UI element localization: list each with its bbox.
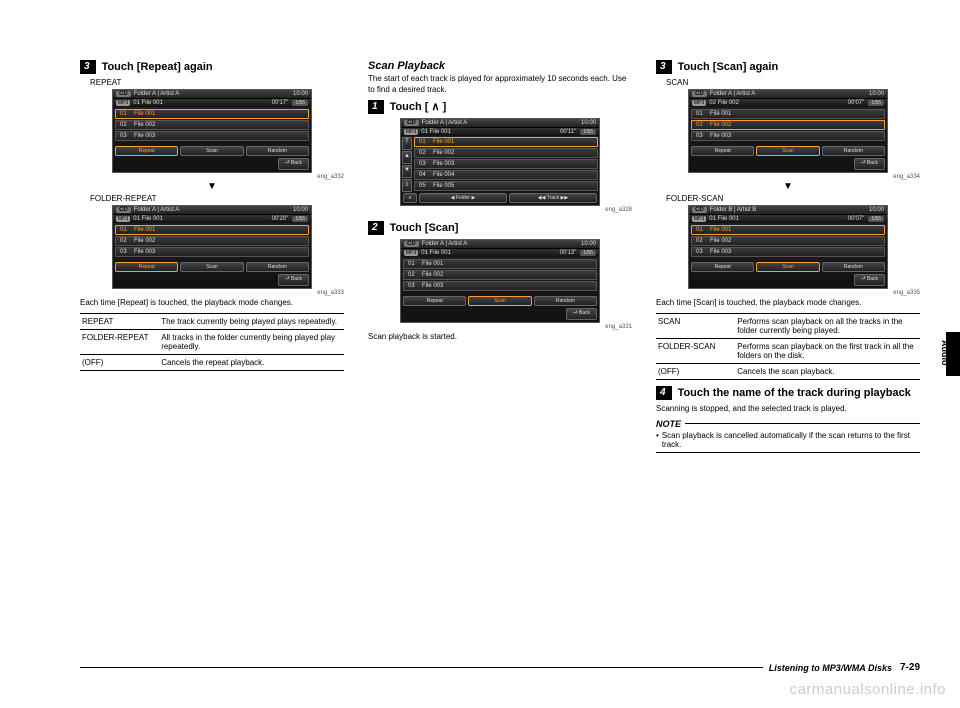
image-ref: eng_a335 bbox=[656, 290, 920, 296]
image-ref: eng_a328 bbox=[368, 207, 632, 213]
footer-section: Listening to MP3/WMA Disks bbox=[769, 663, 892, 673]
side-tab-bar bbox=[946, 332, 960, 376]
modes-table: REPEATThe track currently being played p… bbox=[80, 313, 344, 371]
screenshot-repeat: CDFolder A | Artist A10:00 MP301 File 00… bbox=[112, 89, 312, 173]
bullet-icon: • bbox=[656, 431, 659, 449]
step-title: Touch [Scan] bbox=[390, 222, 459, 234]
step-2: 2 Touch [Scan] bbox=[368, 221, 632, 235]
screenshot-folder-scan: CDFolder B | Artist B10:00 MP301 File 00… bbox=[688, 205, 888, 289]
page: 3 Touch [Repeat] again REPEAT CDFolder A… bbox=[80, 60, 920, 648]
image-ref: eng_a333 bbox=[80, 290, 344, 296]
footer-rule bbox=[80, 667, 763, 668]
step-title: Touch the name of the track during playb… bbox=[678, 387, 911, 399]
screenshot-folder-repeat: CDFolder A | Artist A10:00 MP301 File 00… bbox=[112, 205, 312, 289]
body-text: Scan playback is started. bbox=[368, 332, 632, 343]
screenshot-caption: FOLDER-SCAN bbox=[666, 194, 920, 203]
note-heading: NOTE bbox=[656, 419, 920, 429]
side-tab: Audio bbox=[940, 340, 950, 366]
columns: 3 Touch [Repeat] again REPEAT CDFolder A… bbox=[80, 60, 920, 453]
column-1: 3 Touch [Repeat] again REPEAT CDFolder A… bbox=[80, 60, 344, 453]
step-number: 2 bbox=[368, 221, 384, 235]
note-body: • Scan playback is cancelled automatical… bbox=[656, 431, 920, 449]
step-1: 1 Touch [ ∧ ] bbox=[368, 100, 632, 114]
screenshot-scan: CDFolder A | Artist A10:00 MP302 File 00… bbox=[688, 89, 888, 173]
footer-page: 7-29 bbox=[900, 662, 920, 673]
step-number: 3 bbox=[80, 60, 96, 74]
step-title: Touch [Repeat] again bbox=[102, 61, 213, 73]
screenshot-touch-up: CDFolder A | Artist A10:00 MP301 File 00… bbox=[400, 118, 600, 206]
image-ref: eng_a331 bbox=[368, 324, 632, 330]
screenshot-touch-scan: CDFolder A | Artist A10:00 MP301 File 00… bbox=[400, 239, 600, 323]
screenshot-caption: SCAN bbox=[666, 78, 920, 87]
body-text: Each time [Scan] is touched, the playbac… bbox=[656, 298, 920, 309]
note-title: NOTE bbox=[656, 419, 681, 429]
modes-table: SCANPerforms scan playback on all the tr… bbox=[656, 313, 920, 380]
image-ref: eng_a332 bbox=[80, 174, 344, 180]
step-3: 3 Touch [Scan] again bbox=[656, 60, 920, 74]
section-heading: Scan Playback bbox=[368, 60, 632, 72]
down-triangle-icon: ▼ bbox=[656, 182, 920, 192]
step-3: 3 Touch [Repeat] again bbox=[80, 60, 344, 74]
screenshot-caption: REPEAT bbox=[90, 78, 344, 87]
column-2: Scan Playback The start of each track is… bbox=[368, 60, 632, 453]
step-4: 4 Touch the name of the track during pla… bbox=[656, 386, 920, 400]
image-ref: eng_a334 bbox=[656, 174, 920, 180]
screenshot-caption: FOLDER-REPEAT bbox=[90, 194, 344, 203]
note-text: Scan playback is cancelled automatically… bbox=[662, 431, 920, 449]
body-text: Scanning is stopped, and the selected tr… bbox=[656, 404, 920, 415]
down-triangle-icon: ▼ bbox=[80, 182, 344, 192]
column-3: 3 Touch [Scan] again SCAN CDFolder A | A… bbox=[656, 60, 920, 453]
body-text: Each time [Repeat] is touched, the playb… bbox=[80, 298, 344, 309]
watermark: carmanualsonline.info bbox=[790, 681, 946, 698]
step-number: 4 bbox=[656, 386, 672, 400]
note-rule bbox=[685, 423, 920, 424]
note-end-rule bbox=[656, 452, 920, 453]
body-text: The start of each track is played for ap… bbox=[368, 74, 632, 96]
step-title: Touch [ ∧ ] bbox=[390, 100, 447, 113]
step-number: 3 bbox=[656, 60, 672, 74]
step-number: 1 bbox=[368, 100, 384, 114]
step-title: Touch [Scan] again bbox=[678, 61, 779, 73]
page-footer: Listening to MP3/WMA Disks 7-29 bbox=[80, 662, 920, 673]
